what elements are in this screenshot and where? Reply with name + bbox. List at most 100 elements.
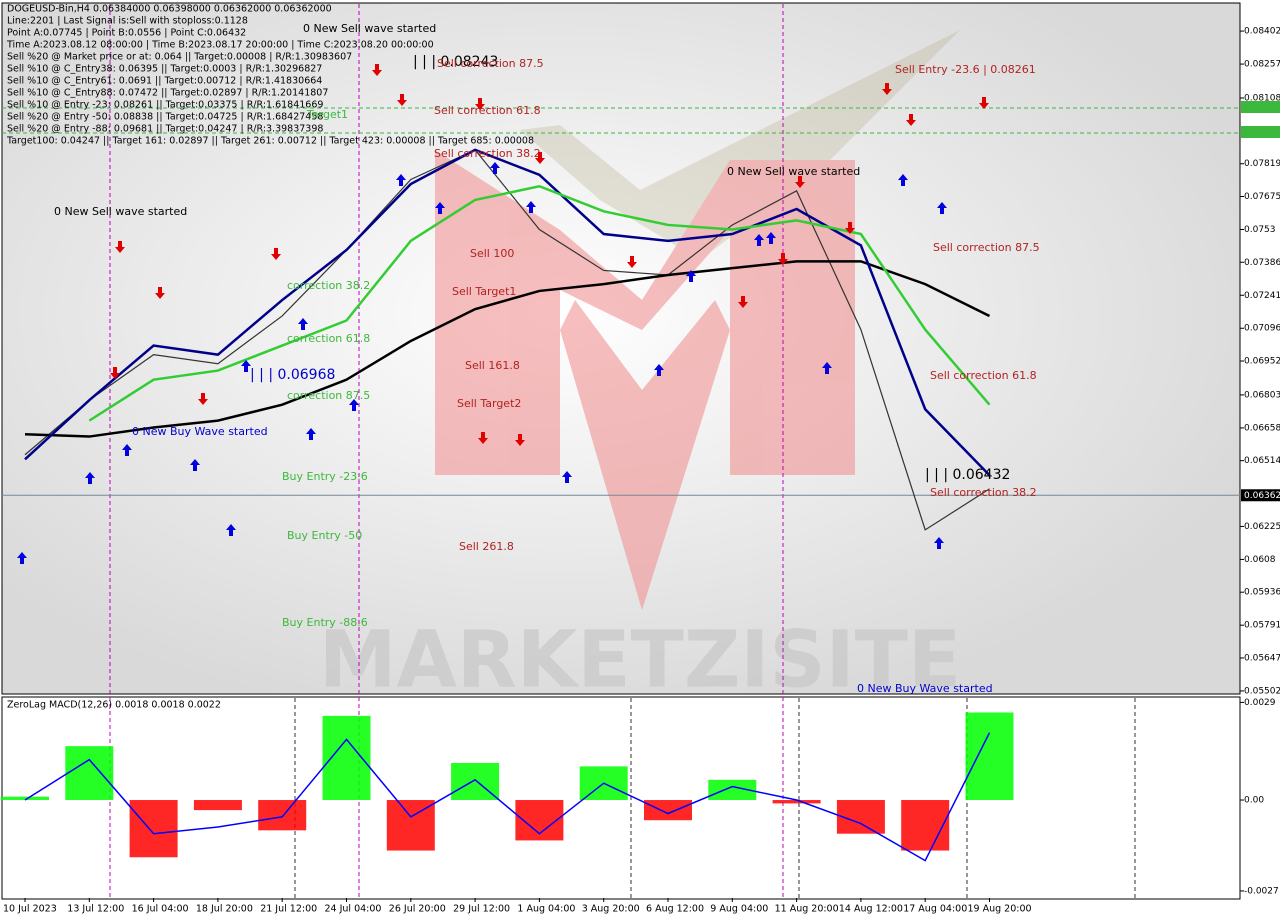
sell-arrow bbox=[155, 287, 165, 299]
buy-arrow bbox=[686, 270, 696, 282]
sell-arrow bbox=[271, 248, 281, 260]
buy-arrow bbox=[934, 537, 944, 549]
buy-arrow bbox=[822, 362, 832, 374]
info-line: Line:2201 | Last Signal is:Sell with sto… bbox=[7, 16, 248, 27]
x-tick-label: 6 Aug 12:00 bbox=[646, 904, 704, 915]
buy-arrow bbox=[241, 360, 251, 372]
buy-arrow bbox=[766, 232, 776, 244]
watermark: MARKETZISITE bbox=[319, 615, 961, 705]
info-line: Sell %20 @ Entry -50: 0.08838 || Target:… bbox=[7, 112, 323, 123]
annotation: 0 New Sell wave started bbox=[303, 22, 436, 35]
y-tick-label: 0.0608 bbox=[1244, 555, 1276, 565]
sell-arrow bbox=[979, 97, 989, 109]
annotation: | | | 0.06968 bbox=[250, 367, 335, 383]
info-line: Sell %20 @ Market price or at: 0.064 || … bbox=[7, 52, 352, 63]
y-tick-label: 0.05647 bbox=[1244, 653, 1280, 663]
macd-bar bbox=[836, 800, 885, 834]
sell-arrow bbox=[478, 432, 488, 444]
y-tick-label: 0.06225 bbox=[1244, 522, 1280, 532]
macd-y-tick-label: 0.00 bbox=[1244, 796, 1264, 806]
annotation: Sell Target2 bbox=[457, 397, 521, 410]
y-tick-label: 0.07386 bbox=[1244, 258, 1280, 268]
info-line: Point A:0.07745 | Point B:0.0556 | Point… bbox=[7, 28, 246, 39]
macd-bar bbox=[772, 800, 821, 804]
macd-bar bbox=[193, 800, 242, 811]
level-tag bbox=[1241, 126, 1280, 138]
y-tick-label: 0.05502 bbox=[1244, 686, 1280, 696]
annotation: Sell Target1 bbox=[452, 285, 516, 298]
buy-arrow bbox=[17, 552, 27, 564]
info-line: Sell %10 @ Entry -23: 0.08261 || Target:… bbox=[7, 100, 323, 111]
annotation: Sell 100 bbox=[470, 247, 514, 260]
x-tick-label: 13 Jul 12:00 bbox=[67, 904, 124, 915]
y-tick-label: 0.05936 bbox=[1244, 588, 1280, 598]
x-tick-label: 18 Jul 20:00 bbox=[196, 904, 253, 915]
macd-bar bbox=[901, 800, 950, 851]
sell-arrow bbox=[115, 241, 125, 253]
buy-arrow bbox=[396, 174, 406, 186]
buy-arrow bbox=[85, 472, 95, 484]
x-tick-label: 21 Jul 12:00 bbox=[260, 904, 317, 915]
sell-arrow bbox=[515, 434, 525, 446]
annotation: Sell correction 38.2 bbox=[434, 147, 541, 160]
annotation: 0 New Sell wave started bbox=[727, 165, 860, 178]
sell-arrow bbox=[627, 256, 637, 268]
macd-bar bbox=[708, 779, 757, 801]
sell-arrow bbox=[845, 222, 855, 234]
x-tick-label: 10 Jul 2023 bbox=[3, 904, 57, 915]
buy-arrow bbox=[226, 524, 236, 536]
buy-arrow bbox=[190, 459, 200, 471]
annotation: Sell correction 87.5 bbox=[437, 57, 544, 70]
info-line: Target100: 0.04247 || Target 161: 0.0289… bbox=[6, 136, 534, 147]
buy-arrow bbox=[298, 318, 308, 330]
annotation: Sell correction 61.8 bbox=[930, 369, 1037, 382]
annotation: Target1 bbox=[306, 108, 348, 121]
sell-arrow bbox=[372, 64, 382, 76]
y-tick-label: 0.07241 bbox=[1244, 291, 1280, 301]
annotation: | | | 0.06432 bbox=[925, 467, 1010, 483]
macd-bar bbox=[322, 715, 371, 801]
annotation: Sell correction 87.5 bbox=[933, 241, 1040, 254]
buy-arrow bbox=[754, 234, 764, 246]
macd-y-tick-label: -0.0027 bbox=[1244, 886, 1279, 896]
buy-arrow bbox=[654, 364, 664, 376]
y-tick-label: 0.06952 bbox=[1244, 357, 1280, 367]
annotation: 0 New Buy Wave started bbox=[857, 682, 993, 695]
y-tick-label: 0.08257 bbox=[1244, 60, 1280, 70]
macd-bar bbox=[65, 746, 114, 801]
x-tick-label: 11 Aug 20:00 bbox=[775, 904, 839, 915]
buy-arrow bbox=[306, 428, 316, 440]
macd-bar bbox=[129, 800, 178, 858]
macd-signal bbox=[24, 732, 991, 862]
buy-arrow bbox=[122, 444, 132, 456]
x-tick-label: 1 Aug 04:00 bbox=[517, 904, 575, 915]
buy-arrow bbox=[435, 202, 445, 214]
y-tick-label: 0.08108 bbox=[1244, 93, 1280, 103]
sell-arrow bbox=[738, 296, 748, 308]
annotation: Sell 161.8 bbox=[465, 359, 520, 372]
annotation: 0 New Buy Wave started bbox=[132, 425, 268, 438]
macd-bar bbox=[258, 800, 307, 831]
buy-arrow bbox=[349, 399, 359, 411]
info-line: Sell %10 @ C_Entry88: 0.07472 || Target:… bbox=[7, 88, 328, 99]
x-tick-label: 26 Jul 20:00 bbox=[389, 904, 446, 915]
buy-arrow bbox=[898, 174, 908, 186]
annotation: | | | 0.08243 bbox=[413, 54, 498, 70]
y-tick-label: 0.07675 bbox=[1244, 192, 1280, 202]
sell-arrow bbox=[535, 152, 545, 164]
x-tick-label: 24 Jul 04:00 bbox=[325, 904, 382, 915]
annotation: Sell correction 61.8 bbox=[434, 104, 541, 117]
x-tick-label: 9 Aug 04:00 bbox=[710, 904, 768, 915]
annotation: Sell correction 38.2 bbox=[930, 486, 1037, 499]
annotation: 0 New Sell wave started bbox=[54, 205, 187, 218]
y-tick-label: 0.06803 bbox=[1244, 390, 1280, 400]
y-tick-label: 0.07819 bbox=[1244, 159, 1280, 169]
y-tick-label: 0.06658 bbox=[1244, 423, 1280, 433]
x-tick-label: 17 Aug 04:00 bbox=[903, 904, 967, 915]
x-tick-label: 19 Aug 20:00 bbox=[968, 904, 1032, 915]
y-tick-label: 0.05791 bbox=[1244, 621, 1280, 631]
sell-arrow bbox=[778, 253, 788, 265]
macd-bar bbox=[965, 712, 1014, 801]
annotation: Buy Entry -23.6 bbox=[282, 470, 368, 483]
